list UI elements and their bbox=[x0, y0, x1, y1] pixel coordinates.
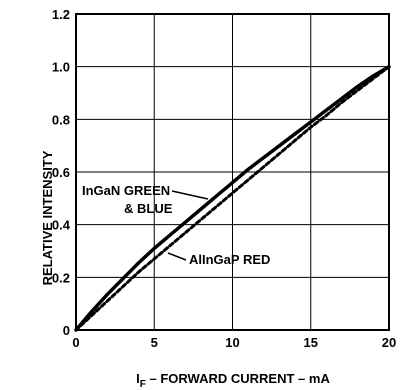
x-axis-label: IF – FORWARD CURRENT – mA bbox=[136, 371, 330, 390]
plot-frame bbox=[75, 13, 390, 331]
x-axis-label-rest: – FORWARD CURRENT – mA bbox=[146, 371, 331, 386]
y-tick-labels: 0 0.2 0.4 0.6 0.8 1.0 1.2 bbox=[52, 7, 71, 338]
x-tick-label-0: 0 bbox=[72, 335, 79, 350]
x-axis-label-subscript: F bbox=[140, 379, 146, 390]
series-line-ingan bbox=[74, 64, 391, 332]
y-tick-label-0.8: 0.8 bbox=[52, 112, 70, 127]
x-tick-labels: 0 5 10 15 20 bbox=[72, 335, 396, 350]
series-line-alingap bbox=[74, 65, 391, 332]
x-tick-label-10: 10 bbox=[225, 335, 239, 350]
y-tick-label-1.2: 1.2 bbox=[52, 7, 70, 22]
annotation-ingan-line1: InGaN GREEN bbox=[82, 183, 170, 198]
y-axis-label: RELATIVE INTENSITY bbox=[40, 150, 55, 285]
x-axis-label-main: I bbox=[136, 371, 140, 386]
x-tick-label-20: 20 bbox=[382, 335, 396, 350]
annotation-alingap-leader bbox=[167, 252, 187, 261]
y-tick-label-0.6: 0.6 bbox=[52, 165, 70, 180]
y-tick-label-1.0: 1.0 bbox=[52, 60, 70, 75]
annotation-alingap: AlInGaP RED bbox=[189, 252, 270, 267]
annotation-ingan-leader bbox=[171, 190, 209, 200]
y-tick-label-0.2: 0.2 bbox=[52, 270, 70, 285]
y-tick-label-0.4: 0.4 bbox=[52, 218, 71, 233]
series-lines bbox=[74, 64, 391, 332]
x-tick-label-5: 5 bbox=[151, 335, 158, 350]
annotation-ingan-line2: & BLUE bbox=[124, 201, 173, 216]
y-tick-label-0: 0 bbox=[63, 323, 70, 338]
x-tick-label-15: 15 bbox=[304, 335, 318, 350]
